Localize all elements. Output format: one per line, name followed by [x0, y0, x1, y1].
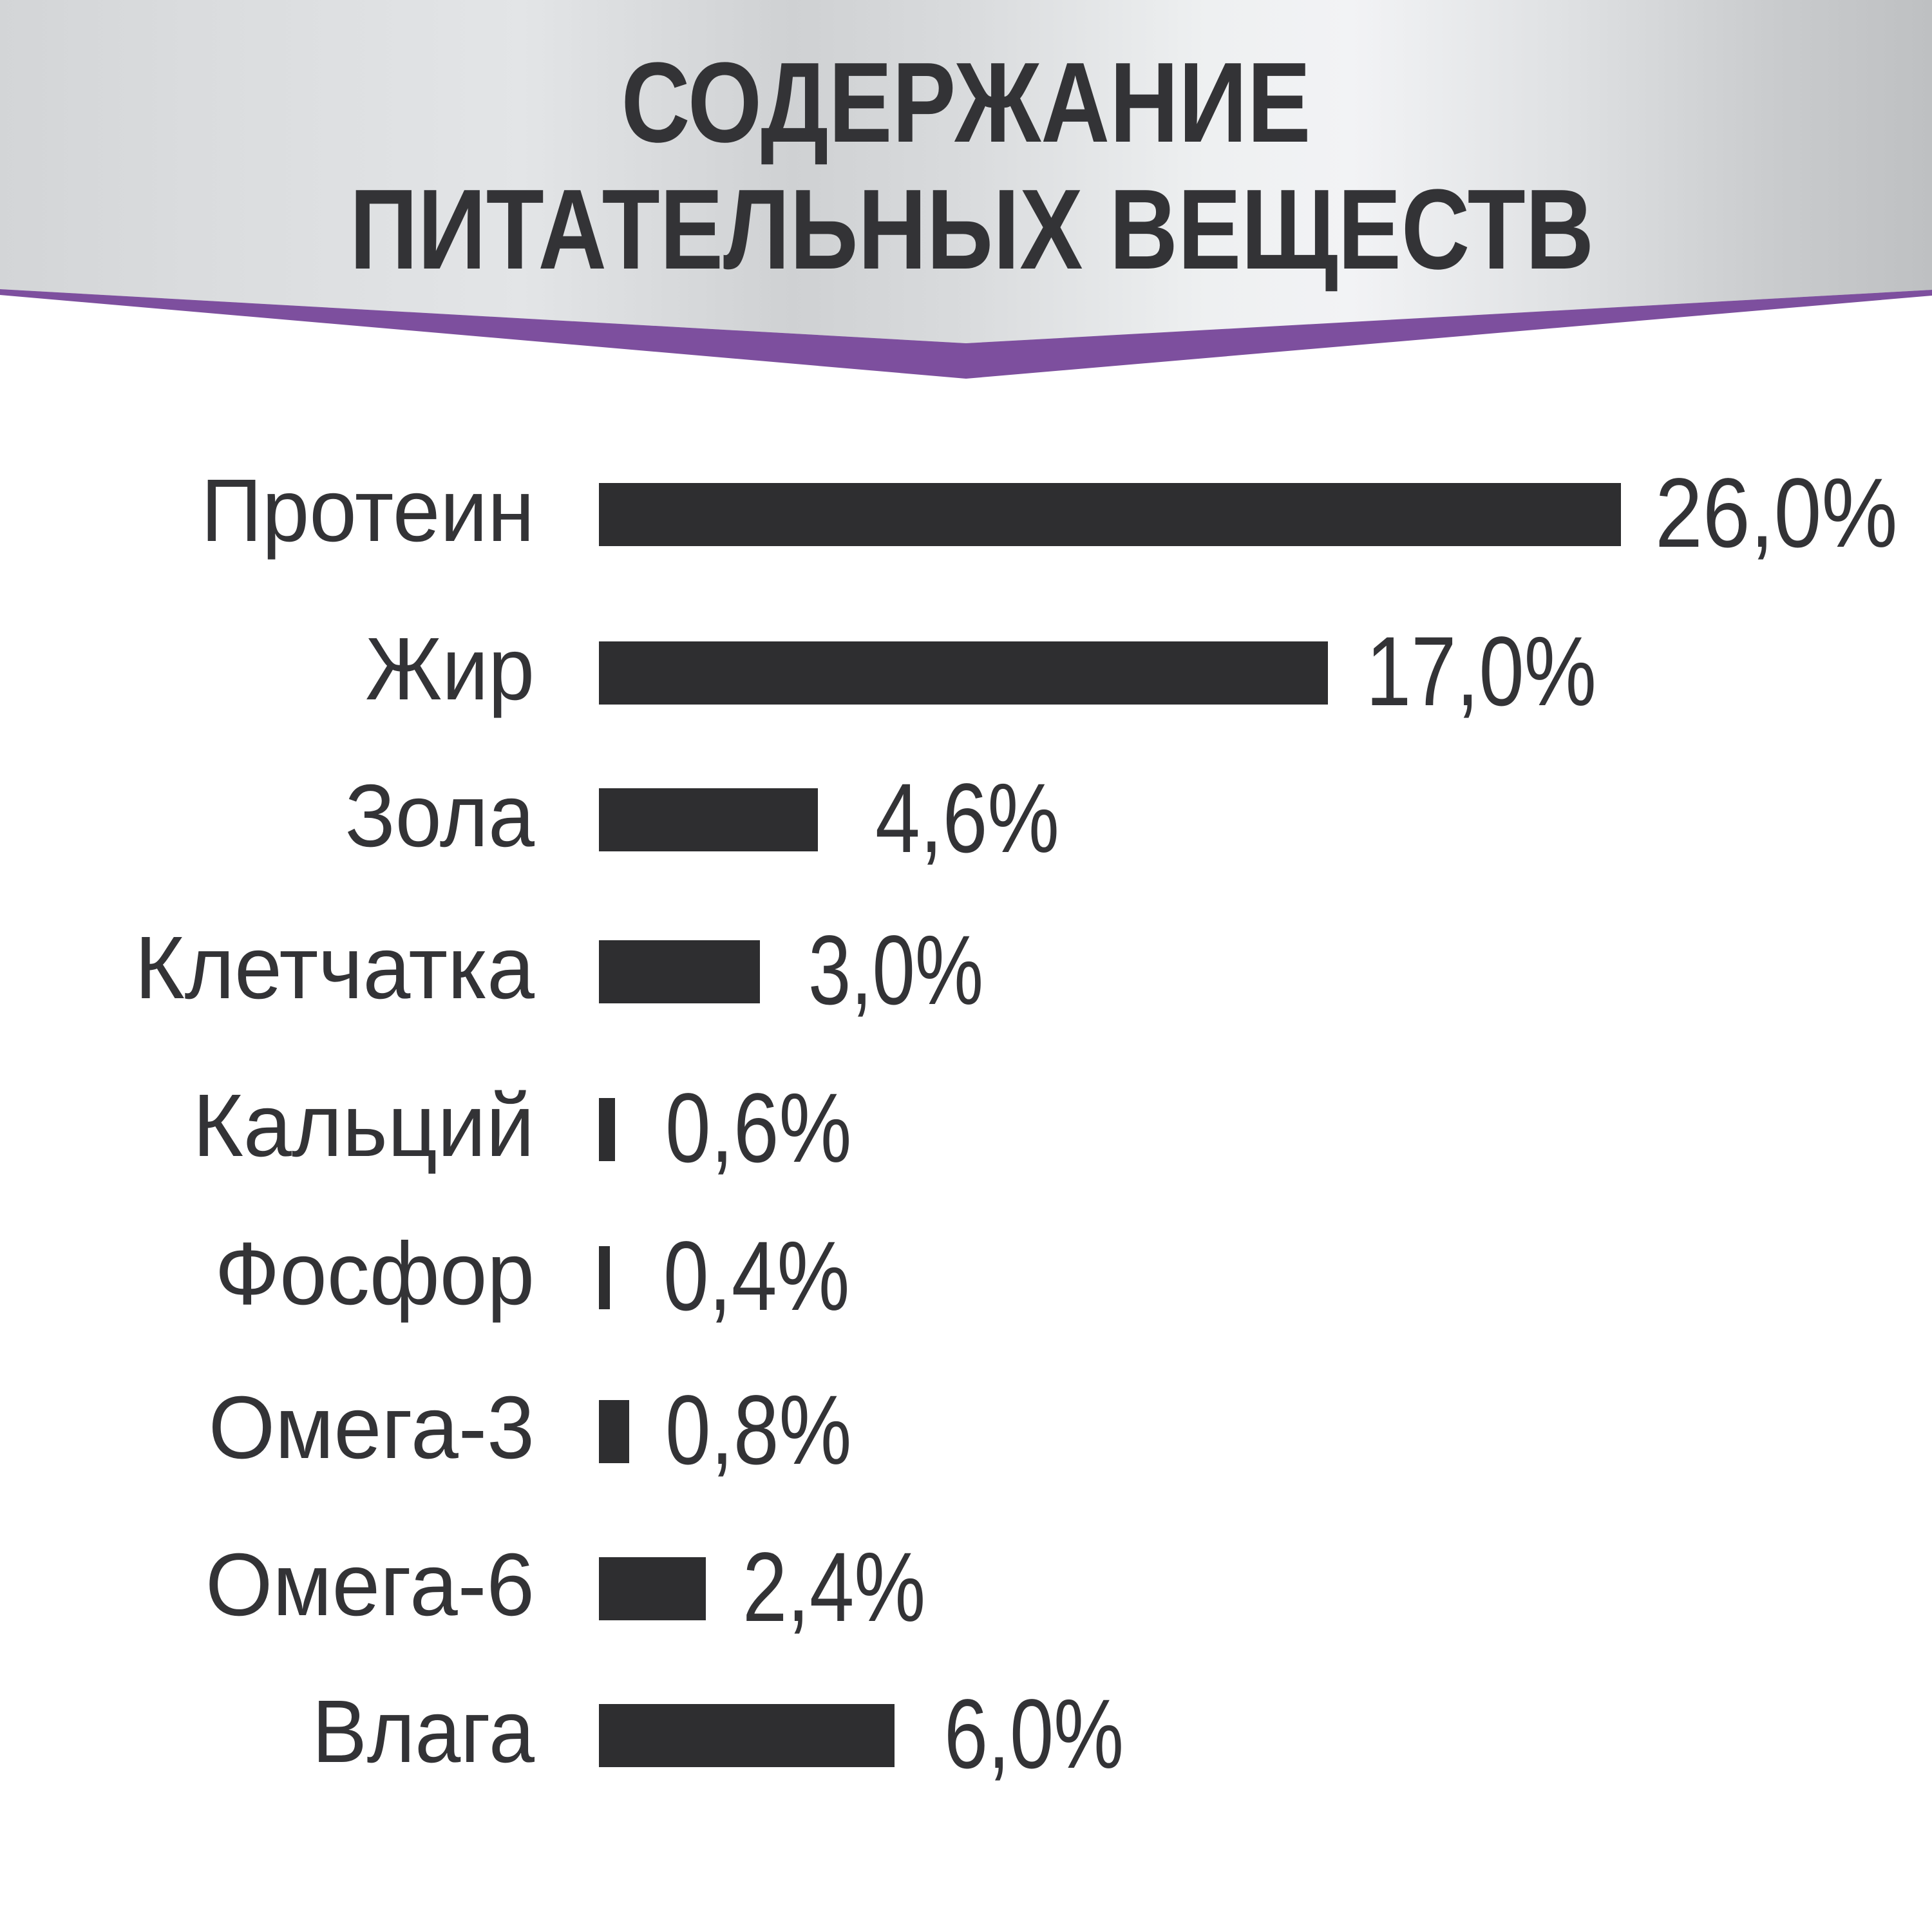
- svg-text:0,8%: 0,8%: [665, 1375, 851, 1485]
- svg-text:Зола: Зола: [345, 766, 535, 866]
- svg-text:Кальций: Кальций: [193, 1075, 535, 1175]
- svg-text:2,4%: 2,4%: [743, 1532, 925, 1642]
- svg-text:Протеин: Протеин: [201, 460, 535, 560]
- svg-text:6,0%: 6,0%: [944, 1680, 1124, 1789]
- svg-text:Клетчатка: Клетчатка: [135, 918, 535, 1018]
- svg-text:Омега-3: Омега-3: [209, 1378, 535, 1477]
- svg-text:Жир: Жир: [365, 620, 535, 719]
- svg-text:17,0%: 17,0%: [1366, 616, 1596, 726]
- svg-text:0,6%: 0,6%: [665, 1073, 851, 1183]
- svg-text:4,6%: 4,6%: [875, 762, 1059, 873]
- svg-text:Омега-6: Омега-6: [205, 1535, 535, 1634]
- svg-text:ПИТАТЕЛЬНЫХ ВЕЩЕСТВ: ПИТАТЕЛЬНЫХ ВЕЩЕСТВ: [350, 166, 1594, 293]
- svg-text:Влага: Влага: [312, 1682, 535, 1781]
- svg-text:СОДЕРЖАНИЕ: СОДЕРЖАНИЕ: [621, 38, 1311, 166]
- svg-text:26,0%: 26,0%: [1655, 458, 1898, 568]
- svg-text:Фосфор: Фосфор: [215, 1224, 535, 1323]
- svg-text:0,4%: 0,4%: [663, 1221, 849, 1331]
- svg-text:3,0%: 3,0%: [808, 916, 983, 1026]
